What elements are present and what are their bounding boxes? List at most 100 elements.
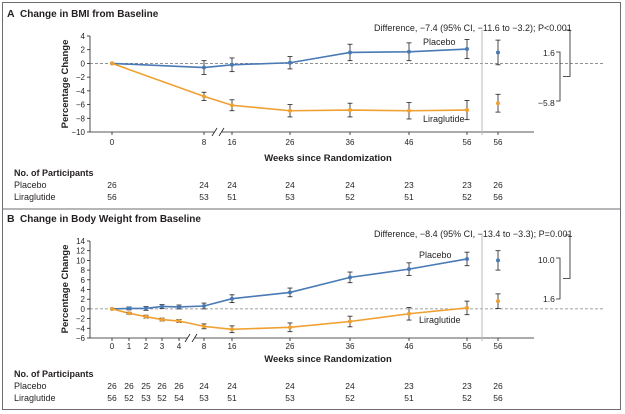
placebo-point bbox=[202, 65, 206, 70]
placebo-week56-extra-point bbox=[496, 50, 500, 55]
panel-b-arm-liraglutide: Liraglutide bbox=[14, 393, 56, 403]
count-placebo: 24 bbox=[199, 381, 209, 391]
liraglutide-week56-extra-point bbox=[496, 299, 500, 304]
count-placebo: 24 bbox=[345, 381, 355, 391]
panel-a-participants-title: No. of Participants bbox=[14, 168, 94, 178]
placebo-point bbox=[348, 50, 352, 55]
placebo-week56-extra-point bbox=[496, 258, 500, 263]
liraglutide-point bbox=[110, 306, 114, 311]
figure-frame bbox=[2, 2, 621, 410]
x-axis-break-mark bbox=[218, 127, 225, 137]
count-liraglutide: 51 bbox=[227, 393, 237, 403]
count-liraglutide: 53 bbox=[199, 393, 209, 403]
placebo-point bbox=[202, 303, 206, 308]
panel-a-legend-liraglutide: Liraglutide bbox=[423, 114, 465, 124]
y-tick-label: −2 bbox=[76, 315, 86, 324]
series-line-placebo bbox=[111, 48, 468, 69]
liraglutide-point bbox=[202, 94, 206, 99]
count-liraglutide: 52 bbox=[462, 393, 472, 403]
liraglutide-point bbox=[465, 305, 469, 310]
placebo-point bbox=[288, 290, 292, 295]
count-liraglutide: 52 bbox=[462, 192, 472, 202]
x-tick-label: 26 bbox=[286, 342, 295, 351]
placebo-point bbox=[160, 304, 164, 309]
count-liraglutide: 53 bbox=[285, 192, 295, 202]
panel-b-legend-placebo: Placebo bbox=[419, 250, 452, 260]
y-tick-label: 0 bbox=[81, 59, 86, 68]
panel-a-bracket-top: 1.6 bbox=[543, 48, 555, 58]
panel-b-bracket-bottom: 1.6 bbox=[543, 294, 555, 304]
liraglutide-point bbox=[407, 108, 411, 113]
count-placebo: 24 bbox=[345, 180, 355, 190]
panel-b-xlabel: Weeks since Randomization bbox=[264, 354, 392, 365]
liraglutide-point bbox=[348, 108, 352, 113]
x-tick-label: 16 bbox=[228, 342, 237, 351]
liraglutide-point bbox=[288, 325, 292, 330]
placebo-point bbox=[177, 304, 181, 309]
count-placebo: 24 bbox=[285, 381, 295, 391]
x-tick-label: 56 bbox=[494, 342, 503, 351]
liraglutide-point bbox=[230, 327, 234, 332]
x-tick-label: 0 bbox=[110, 138, 115, 147]
panel-b-participants-title: No. of Participants bbox=[14, 369, 94, 379]
count-placebo: 24 bbox=[227, 180, 237, 190]
count-liraglutide: 54 bbox=[174, 393, 184, 403]
count-placebo: 23 bbox=[462, 381, 472, 391]
panel-a-xlabel: Weeks since Randomization bbox=[264, 153, 392, 164]
count-liraglutide: 56 bbox=[493, 393, 503, 403]
count-placebo: 26 bbox=[124, 381, 134, 391]
placebo-point bbox=[407, 49, 411, 54]
difference-connector bbox=[563, 234, 571, 279]
count-placebo: 26 bbox=[157, 381, 167, 391]
panel-b-legend-liraglutide: Liraglutide bbox=[419, 315, 461, 325]
count-liraglutide: 51 bbox=[227, 192, 237, 202]
count-placebo: 26 bbox=[493, 180, 503, 190]
liraglutide-point bbox=[177, 319, 181, 324]
liraglutide-point bbox=[127, 311, 131, 316]
x-tick-label: 56 bbox=[463, 138, 472, 147]
liraglutide-point bbox=[110, 61, 114, 66]
y-tick-label: −4 bbox=[76, 87, 86, 96]
placebo-point bbox=[348, 275, 352, 280]
liraglutide-point bbox=[407, 311, 411, 316]
count-placebo: 25 bbox=[141, 381, 151, 391]
panel-b-title: Change in Body Weight from Baseline bbox=[20, 214, 201, 225]
placebo-point bbox=[288, 60, 292, 65]
liraglutide-point bbox=[230, 103, 234, 108]
placebo-point bbox=[230, 296, 234, 301]
panel-b-bracket-top: 10.0 bbox=[538, 255, 555, 265]
x-tick-label: 56 bbox=[494, 138, 503, 147]
liraglutide-point bbox=[160, 317, 164, 322]
placebo-point bbox=[407, 267, 411, 272]
panel-a-arm-placebo: Placebo bbox=[14, 180, 47, 190]
count-liraglutide: 52 bbox=[124, 393, 134, 403]
x-tick-label: 0 bbox=[110, 342, 115, 351]
liraglutide-week56-extra-point bbox=[496, 101, 500, 106]
panel-a-bracket-bottom: −5.8 bbox=[538, 98, 555, 108]
liraglutide-point bbox=[465, 108, 469, 113]
count-liraglutide: 56 bbox=[107, 192, 117, 202]
panel-a-plot: 4 2 0 −2 −4 −6 −8 −10 0 26 56 8 24 53 16 24 51 26 24 53 36 24… bbox=[71, 29, 604, 202]
y-tick-label: −8 bbox=[76, 114, 86, 123]
difference-connector bbox=[563, 29, 571, 77]
count-liraglutide: 52 bbox=[345, 192, 355, 202]
x-tick-label: 3 bbox=[160, 342, 165, 351]
x-tick-label: 36 bbox=[346, 138, 355, 147]
count-placebo: 26 bbox=[493, 381, 503, 391]
x-tick-label: 16 bbox=[228, 138, 237, 147]
placebo-point bbox=[127, 306, 131, 311]
y-tick-label: 8 bbox=[81, 266, 86, 275]
panel-b: B Change in Body Weight from Baseline Di… bbox=[7, 213, 604, 403]
count-placebo: 23 bbox=[462, 180, 472, 190]
difference-bracket bbox=[556, 51, 561, 102]
y-tick-label: 2 bbox=[81, 46, 86, 55]
liraglutide-point bbox=[202, 324, 206, 329]
x-tick-label: 36 bbox=[346, 342, 355, 351]
y-tick-label: 14 bbox=[76, 237, 85, 246]
y-tick-label: −6 bbox=[76, 334, 86, 343]
count-liraglutide: 56 bbox=[107, 393, 117, 403]
count-liraglutide: 53 bbox=[285, 393, 295, 403]
y-tick-label: −6 bbox=[76, 101, 86, 110]
series-line-placebo bbox=[111, 258, 468, 310]
